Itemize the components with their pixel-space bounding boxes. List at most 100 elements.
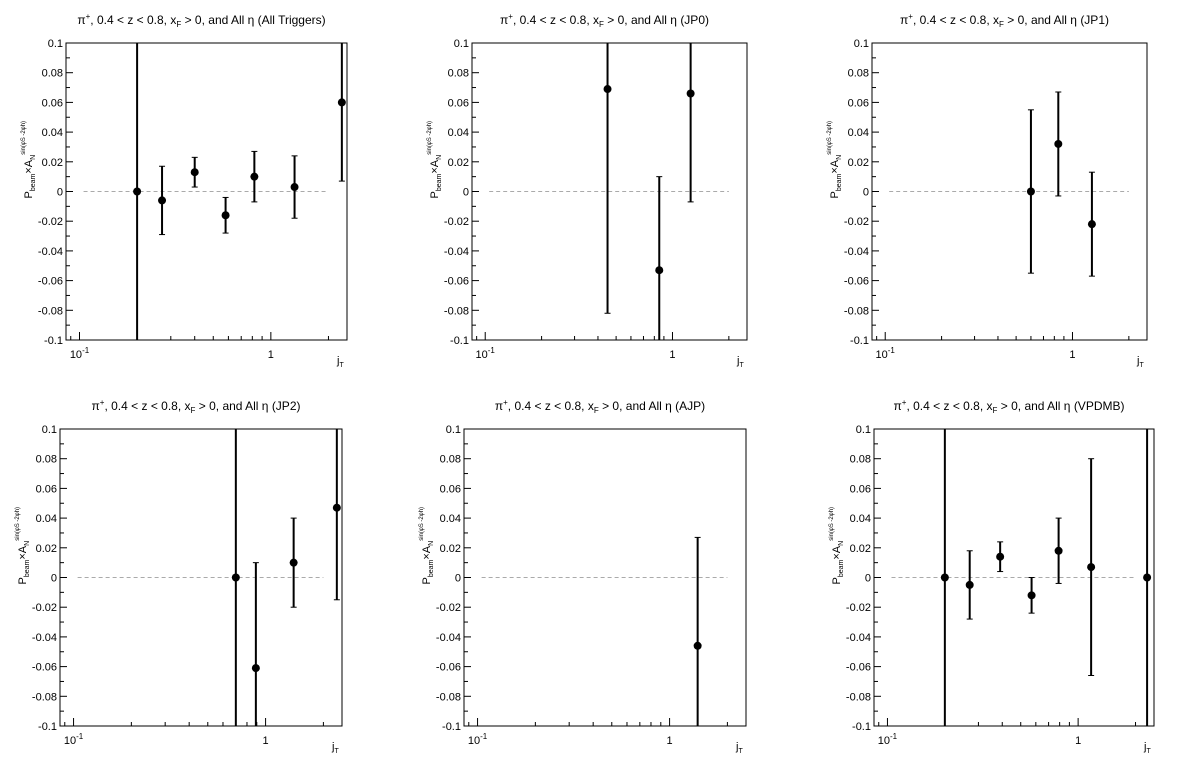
x-tick-label: 1 [263, 735, 269, 747]
chart-panel-1: π+, 0.4 < z < 0.8, xF > 0, and All η (Al… [21, 12, 348, 369]
chart-title: π+, 0.4 < z < 0.8, xF > 0, and All η (JP… [92, 398, 301, 415]
data-point [133, 187, 142, 196]
y-tick-label: 0.06 [848, 97, 869, 109]
y-tick-label: 0.1 [856, 424, 871, 436]
data-point [221, 211, 230, 220]
y-tick-label: 0.06 [42, 97, 63, 109]
data-point [290, 183, 299, 192]
data-point [940, 573, 949, 582]
chart-title: π+, 0.4 < z < 0.8, xF > 0, and All η (VP… [894, 398, 1125, 415]
y-tick-label: -0.1 [38, 721, 57, 733]
x-axis-label: jT [736, 355, 744, 369]
y-tick-label: -0.08 [32, 691, 57, 703]
y-tick-label: 0 [863, 187, 869, 199]
y-tick-label: 0.1 [454, 38, 469, 50]
y-axis-label: Pbeam×ANsin(φS -2φh) [827, 121, 843, 199]
y-tick-label: 0 [865, 573, 871, 585]
y-tick-label: -0.06 [32, 662, 57, 674]
y-tick-label: -0.02 [444, 216, 469, 228]
y-tick-label: -0.06 [444, 276, 469, 288]
x-axis-label: jT [1143, 741, 1151, 755]
y-axis-label: Pbeam×ANsin(φS -2φh) [21, 121, 37, 199]
chart-title: π+, 0.4 < z < 0.8, xF > 0, and All η (JP… [900, 12, 1109, 29]
y-tick-label: 0.02 [440, 543, 461, 555]
y-tick-label: -0.1 [852, 721, 871, 733]
y-axis-label-text: Pbeam×ANsin(φS -2φh) [419, 507, 435, 585]
y-tick-label: -0.06 [436, 662, 461, 674]
x-tick-label: 10-1 [64, 732, 84, 747]
y-tick-label: 0.06 [36, 483, 57, 495]
y-tick-label: 0.1 [48, 38, 63, 50]
y-tick-label: 0.1 [854, 38, 869, 50]
y-axis-label: Pbeam×ANsin(φS -2φh) [829, 507, 845, 585]
data-point [655, 266, 664, 275]
y-tick-label: 0.08 [36, 454, 57, 466]
y-axis-label-text: Pbeam×ANsin(φS -2φh) [15, 507, 31, 585]
y-tick-label: 0.02 [42, 157, 63, 169]
y-tick-label: -0.02 [844, 216, 869, 228]
y-tick-label: 0.08 [850, 454, 871, 466]
chart-panel-4: π+, 0.4 < z < 0.8, xF > 0, and All η (JP… [15, 398, 343, 755]
y-tick-label: -0.08 [444, 305, 469, 317]
data-point [251, 664, 260, 673]
y-tick-label: -0.04 [436, 632, 461, 644]
x-tick-label: 1 [669, 349, 675, 361]
x-tick-label: 10-1 [878, 732, 898, 747]
data-point [996, 552, 1005, 561]
data-point [693, 641, 702, 650]
data-point [1087, 220, 1096, 229]
x-axis-label: jT [331, 741, 339, 755]
y-tick-label: 0.02 [448, 157, 469, 169]
y-tick-label: 0 [455, 573, 461, 585]
y-tick-label: -0.08 [436, 691, 461, 703]
y-tick-label: 0.04 [448, 127, 469, 139]
data-point [250, 172, 259, 181]
y-tick-label: -0.08 [846, 691, 871, 703]
data-point [231, 573, 240, 582]
y-tick-label: 0.04 [42, 127, 63, 139]
data-point [1027, 591, 1036, 600]
y-tick-label: -0.1 [442, 721, 461, 733]
chart-panel-5: π+, 0.4 < z < 0.8, xF > 0, and All η (AJ… [419, 398, 747, 755]
x-axis-label: jT [1136, 355, 1144, 369]
chart-panel-2: π+, 0.4 < z < 0.8, xF > 0, and All η (JP… [427, 12, 748, 369]
y-tick-label: 0.08 [42, 68, 63, 80]
y-tick-label: -0.06 [844, 276, 869, 288]
x-tick-label: 10-1 [70, 346, 90, 361]
data-point [190, 168, 199, 177]
y-tick-label: -0.02 [32, 602, 57, 614]
y-tick-label: -0.04 [32, 632, 57, 644]
data-point [1054, 139, 1063, 148]
y-tick-label: 0.06 [850, 483, 871, 495]
y-tick-label: 0 [51, 573, 57, 585]
y-tick-label: -0.1 [44, 335, 63, 347]
x-tick-label: 10-1 [876, 346, 896, 361]
y-axis-label: Pbeam×ANsin(φS -2φh) [419, 507, 435, 585]
y-axis-label-text: Pbeam×ANsin(φS -2φh) [827, 121, 843, 199]
x-tick-label: 10-1 [468, 732, 488, 747]
y-tick-label: 0.04 [850, 513, 871, 525]
y-tick-label: -0.04 [38, 246, 63, 258]
y-tick-label: 0.1 [446, 424, 461, 436]
x-axis-label: jT [336, 355, 344, 369]
y-tick-label: 0.08 [440, 454, 461, 466]
y-tick-label: -0.1 [850, 335, 869, 347]
chart-panel-3: π+, 0.4 < z < 0.8, xF > 0, and All η (JP… [827, 12, 1148, 369]
y-tick-label: 0.06 [448, 97, 469, 109]
x-axis-label: jT [735, 741, 743, 755]
y-axis-label-text: Pbeam×ANsin(φS -2φh) [829, 507, 845, 585]
data-point [337, 98, 346, 107]
y-tick-label: -0.04 [846, 632, 871, 644]
y-tick-label: -0.04 [444, 246, 469, 258]
y-tick-label: -0.02 [38, 216, 63, 228]
y-axis-label-text: Pbeam×ANsin(φS -2φh) [427, 121, 443, 199]
y-axis-label: Pbeam×ANsin(φS -2φh) [15, 507, 31, 585]
data-point [332, 503, 341, 512]
data-point [158, 196, 167, 205]
data-point [1026, 187, 1035, 196]
chart-title: π+, 0.4 < z < 0.8, xF > 0, and All η (AJ… [495, 398, 705, 415]
y-tick-label: -0.08 [38, 305, 63, 317]
y-tick-label: 0.04 [440, 513, 461, 525]
y-tick-label: 0 [57, 187, 63, 199]
